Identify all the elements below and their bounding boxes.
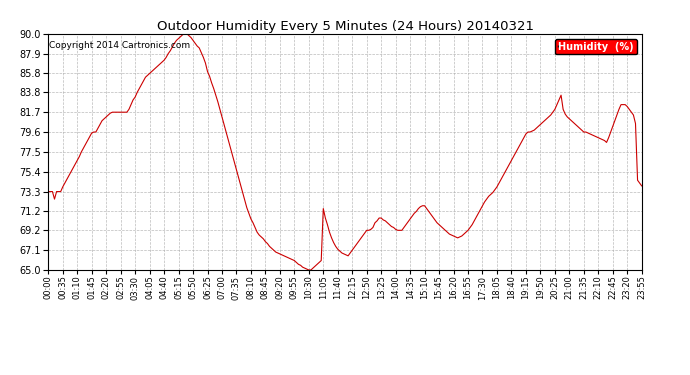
- Legend: Humidity  (%): Humidity (%): [555, 39, 637, 54]
- Title: Outdoor Humidity Every 5 Minutes (24 Hours) 20140321: Outdoor Humidity Every 5 Minutes (24 Hou…: [157, 20, 533, 33]
- Text: Copyright 2014 Cartronics.com: Copyright 2014 Cartronics.com: [50, 41, 190, 50]
